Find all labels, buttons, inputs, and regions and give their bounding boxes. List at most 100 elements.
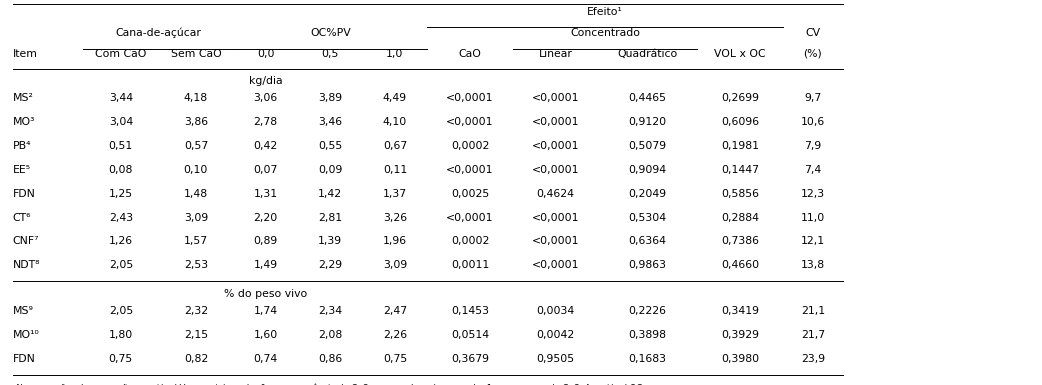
Text: 0,67: 0,67 bbox=[382, 141, 407, 151]
Text: 1,57: 1,57 bbox=[183, 236, 208, 246]
Text: 0,2226: 0,2226 bbox=[628, 306, 667, 316]
Text: 0,5304: 0,5304 bbox=[628, 213, 667, 223]
Text: 7,4: 7,4 bbox=[804, 165, 821, 175]
Text: 1,80: 1,80 bbox=[108, 330, 133, 340]
Text: 3,09: 3,09 bbox=[183, 213, 208, 223]
Text: 2,29: 2,29 bbox=[318, 260, 343, 270]
Text: 0,08: 0,08 bbox=[108, 165, 133, 175]
Text: 0,0: 0,0 bbox=[257, 49, 274, 59]
Text: ¹Nas equações de regressão a variável V assumirá o valor 0 para a ausência de Ca: ¹Nas equações de regressão a variável V … bbox=[13, 384, 642, 385]
Text: 2,20: 2,20 bbox=[253, 213, 278, 223]
Text: 0,82: 0,82 bbox=[183, 354, 208, 364]
Text: 2,05: 2,05 bbox=[108, 260, 133, 270]
Text: 2,08: 2,08 bbox=[318, 330, 343, 340]
Text: 10,6: 10,6 bbox=[800, 117, 825, 127]
Text: 0,2049: 0,2049 bbox=[628, 189, 667, 199]
Text: 9,7: 9,7 bbox=[804, 93, 821, 103]
Text: 0,11: 0,11 bbox=[382, 165, 407, 175]
Text: 4,18: 4,18 bbox=[183, 93, 208, 103]
Text: 0,3898: 0,3898 bbox=[628, 330, 667, 340]
Text: <0,0001: <0,0001 bbox=[446, 93, 494, 103]
Text: 2,26: 2,26 bbox=[382, 330, 407, 340]
Text: 0,4660: 0,4660 bbox=[721, 260, 759, 270]
Text: 1,31: 1,31 bbox=[253, 189, 278, 199]
Text: MS²: MS² bbox=[13, 93, 33, 103]
Text: 0,2884: 0,2884 bbox=[721, 213, 759, 223]
Text: Efeito¹: Efeito¹ bbox=[587, 7, 623, 17]
Text: 0,9505: 0,9505 bbox=[537, 354, 574, 364]
Text: 2,43: 2,43 bbox=[108, 213, 133, 223]
Text: 21,1: 21,1 bbox=[800, 306, 825, 316]
Text: 3,46: 3,46 bbox=[318, 117, 343, 127]
Text: 0,51: 0,51 bbox=[108, 141, 133, 151]
Text: 0,1683: 0,1683 bbox=[628, 354, 667, 364]
Text: 1,48: 1,48 bbox=[183, 189, 208, 199]
Text: (%): (%) bbox=[803, 49, 822, 59]
Text: 0,3419: 0,3419 bbox=[721, 306, 759, 316]
Text: 0,07: 0,07 bbox=[253, 165, 278, 175]
Text: 0,0514: 0,0514 bbox=[451, 330, 489, 340]
Text: 1,39: 1,39 bbox=[318, 236, 343, 246]
Text: Item: Item bbox=[13, 49, 38, 59]
Text: Concentrado: Concentrado bbox=[570, 28, 640, 38]
Text: 3,06: 3,06 bbox=[253, 93, 278, 103]
Text: Quadrático: Quadrático bbox=[618, 49, 677, 59]
Text: CV: CV bbox=[805, 28, 820, 38]
Text: 0,3929: 0,3929 bbox=[721, 330, 759, 340]
Text: MO¹⁰: MO¹⁰ bbox=[13, 330, 40, 340]
Text: 1,0: 1,0 bbox=[387, 49, 403, 59]
Text: 0,86: 0,86 bbox=[318, 354, 343, 364]
Text: NDT⁸: NDT⁸ bbox=[13, 260, 40, 270]
Text: 3,44: 3,44 bbox=[108, 93, 133, 103]
Text: 0,5856: 0,5856 bbox=[721, 189, 759, 199]
Text: 0,89: 0,89 bbox=[253, 236, 278, 246]
Text: 7,9: 7,9 bbox=[804, 141, 821, 151]
Text: 0,75: 0,75 bbox=[382, 354, 407, 364]
Text: 0,6096: 0,6096 bbox=[721, 117, 759, 127]
Text: <0,0001: <0,0001 bbox=[531, 141, 579, 151]
Text: <0,0001: <0,0001 bbox=[531, 236, 579, 246]
Text: <0,0001: <0,0001 bbox=[531, 165, 579, 175]
Text: 4,10: 4,10 bbox=[382, 117, 407, 127]
Text: CT⁶: CT⁶ bbox=[13, 213, 31, 223]
Text: 0,7386: 0,7386 bbox=[721, 236, 759, 246]
Text: 0,1981: 0,1981 bbox=[721, 141, 759, 151]
Text: MS⁹: MS⁹ bbox=[13, 306, 33, 316]
Text: 1,25: 1,25 bbox=[108, 189, 133, 199]
Text: 2,05: 2,05 bbox=[108, 306, 133, 316]
Text: 1,74: 1,74 bbox=[253, 306, 278, 316]
Text: CNF⁷: CNF⁷ bbox=[13, 236, 39, 246]
Text: 0,74: 0,74 bbox=[253, 354, 278, 364]
Text: 0,0002: 0,0002 bbox=[451, 236, 489, 246]
Text: 0,5079: 0,5079 bbox=[628, 141, 667, 151]
Text: <0,0001: <0,0001 bbox=[446, 213, 494, 223]
Text: 2,32: 2,32 bbox=[183, 306, 208, 316]
Text: 2,53: 2,53 bbox=[183, 260, 208, 270]
Text: 1,37: 1,37 bbox=[382, 189, 407, 199]
Text: 0,0002: 0,0002 bbox=[451, 141, 489, 151]
Text: 0,1447: 0,1447 bbox=[721, 165, 759, 175]
Text: 0,0042: 0,0042 bbox=[537, 330, 574, 340]
Text: 13,8: 13,8 bbox=[800, 260, 825, 270]
Text: EE⁵: EE⁵ bbox=[13, 165, 30, 175]
Text: 3,04: 3,04 bbox=[108, 117, 133, 127]
Text: 23,9: 23,9 bbox=[800, 354, 825, 364]
Text: Cana-de-açúcar: Cana-de-açúcar bbox=[116, 27, 201, 38]
Text: PB⁴: PB⁴ bbox=[13, 141, 31, 151]
Text: 0,4465: 0,4465 bbox=[628, 93, 667, 103]
Text: 1,96: 1,96 bbox=[382, 236, 407, 246]
Text: 3,26: 3,26 bbox=[382, 213, 407, 223]
Text: <0,0001: <0,0001 bbox=[531, 93, 579, 103]
Text: 1,42: 1,42 bbox=[318, 189, 343, 199]
Text: <0,0001: <0,0001 bbox=[531, 117, 579, 127]
Text: 0,0034: 0,0034 bbox=[537, 306, 574, 316]
Text: 2,81: 2,81 bbox=[318, 213, 343, 223]
Text: kg/dia: kg/dia bbox=[249, 76, 282, 86]
Text: <0,0001: <0,0001 bbox=[531, 213, 579, 223]
Text: <0,0001: <0,0001 bbox=[446, 117, 494, 127]
Text: 0,1453: 0,1453 bbox=[451, 306, 489, 316]
Text: 2,34: 2,34 bbox=[318, 306, 343, 316]
Text: Linear: Linear bbox=[539, 49, 572, 59]
Text: <0,0001: <0,0001 bbox=[446, 165, 494, 175]
Text: 0,5: 0,5 bbox=[322, 49, 339, 59]
